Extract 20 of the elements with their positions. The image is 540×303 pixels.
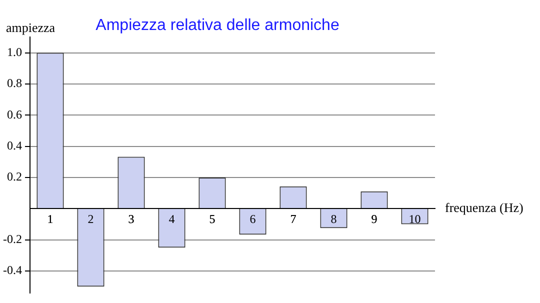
y-tick-label: -0.2 bbox=[2, 232, 22, 246]
y-tick-label: 0.6 bbox=[6, 107, 22, 122]
y-axis-title: ampiezza bbox=[6, 20, 56, 36]
y-tick-label: -0.4 bbox=[2, 263, 22, 278]
x-tick-label: 1 bbox=[47, 212, 54, 226]
x-tick-label: 2 bbox=[88, 212, 94, 226]
x-tick-label: 4 bbox=[168, 212, 175, 226]
y-tick-label: 1.0 bbox=[6, 44, 22, 59]
x-axis-title: frequenza (Hz) bbox=[445, 200, 524, 216]
x-tick-label: 8 bbox=[330, 212, 337, 226]
x-tick-label: 9 bbox=[371, 212, 378, 226]
y-tick-label: 0.4 bbox=[6, 138, 22, 152]
x-tick-label: 5 bbox=[209, 212, 216, 226]
x-tick-label: 3 bbox=[128, 212, 134, 226]
y-tick-label: 0.2 bbox=[6, 170, 22, 184]
x-tick-label: 6 bbox=[250, 212, 256, 226]
y-tick-label: 0.8 bbox=[6, 76, 22, 90]
chart-title: Ampiezza relativa delle armoniche bbox=[96, 17, 340, 34]
x-tick-label: 10 bbox=[408, 212, 421, 226]
x-tick-label: 7 bbox=[290, 212, 296, 226]
